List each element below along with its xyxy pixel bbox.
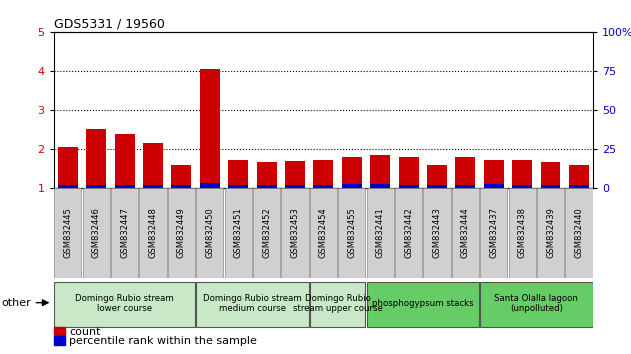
Bar: [58, 147, 78, 188]
Text: Domingo Rubio stream
medium course: Domingo Rubio stream medium course: [203, 294, 302, 313]
Text: GSM832452: GSM832452: [262, 207, 271, 258]
Text: GSM832455: GSM832455: [347, 207, 357, 258]
Bar: [168, 188, 195, 278]
Text: count: count: [69, 327, 101, 337]
Text: GSM832453: GSM832453: [290, 207, 300, 258]
Bar: [225, 188, 252, 278]
Bar: [310, 282, 365, 327]
Bar: [367, 282, 479, 327]
Bar: [509, 188, 536, 278]
Bar: [83, 188, 110, 278]
Bar: [111, 188, 138, 278]
Text: GSM832450: GSM832450: [205, 207, 215, 258]
Bar: [342, 184, 362, 188]
Text: Domingo Rubio stream
lower course: Domingo Rubio stream lower course: [75, 294, 174, 313]
Bar: [257, 185, 276, 188]
Bar: [314, 160, 333, 188]
Text: Domingo Rubio
stream upper course: Domingo Rubio stream upper course: [293, 294, 382, 313]
Bar: [480, 188, 507, 278]
Bar: [172, 165, 191, 188]
Text: GSM832440: GSM832440: [574, 207, 584, 258]
Bar: [399, 185, 418, 188]
Bar: [285, 161, 305, 188]
Bar: [427, 165, 447, 188]
Text: GSM832439: GSM832439: [546, 207, 555, 258]
Text: GSM832445: GSM832445: [63, 207, 73, 258]
Text: GSM832443: GSM832443: [432, 207, 442, 258]
Text: GSM832446: GSM832446: [91, 207, 101, 258]
Bar: [537, 188, 564, 278]
Bar: [452, 188, 479, 278]
Bar: [86, 129, 106, 188]
Bar: [565, 188, 593, 278]
Bar: [143, 184, 163, 188]
Bar: [484, 184, 504, 188]
Bar: [58, 184, 78, 188]
Text: phosphogypsum stacks: phosphogypsum stacks: [372, 299, 474, 308]
Bar: [257, 162, 276, 188]
Bar: [370, 154, 390, 188]
Bar: [342, 157, 362, 188]
Bar: [200, 69, 220, 188]
Bar: [139, 188, 167, 278]
Text: GSM832451: GSM832451: [233, 207, 243, 258]
Bar: [200, 183, 220, 188]
Bar: [285, 185, 305, 188]
Bar: [253, 188, 280, 278]
Bar: [172, 185, 191, 188]
Bar: [86, 184, 106, 188]
Bar: [310, 188, 337, 278]
Text: percentile rank within the sample: percentile rank within the sample: [69, 336, 257, 346]
Bar: [54, 188, 81, 278]
Text: GSM832438: GSM832438: [517, 207, 527, 258]
Bar: [395, 188, 422, 278]
Text: GDS5331 / 19560: GDS5331 / 19560: [54, 18, 165, 31]
Bar: [484, 160, 504, 188]
Bar: [196, 282, 309, 327]
Bar: [196, 188, 223, 278]
Text: GSM832448: GSM832448: [148, 207, 158, 258]
Bar: [338, 188, 365, 278]
Text: GSM832437: GSM832437: [489, 207, 498, 258]
Bar: [228, 185, 248, 188]
Bar: [512, 160, 532, 188]
Bar: [143, 143, 163, 188]
Bar: [569, 185, 589, 188]
Text: GSM832447: GSM832447: [120, 207, 129, 258]
Text: GSM832454: GSM832454: [319, 207, 328, 258]
Bar: [399, 157, 418, 188]
Bar: [370, 184, 390, 188]
Bar: [115, 134, 134, 188]
Bar: [54, 282, 195, 327]
Bar: [427, 185, 447, 188]
Text: GSM832444: GSM832444: [461, 207, 470, 258]
Bar: [367, 188, 394, 278]
Bar: [541, 162, 560, 188]
Bar: [456, 157, 475, 188]
Bar: [228, 160, 248, 188]
Bar: [281, 188, 309, 278]
Text: Santa Olalla lagoon
(unpolluted): Santa Olalla lagoon (unpolluted): [495, 294, 578, 313]
Bar: [569, 165, 589, 188]
Bar: [423, 188, 451, 278]
Text: GSM832441: GSM832441: [375, 207, 385, 258]
Text: GSM832449: GSM832449: [177, 207, 186, 258]
Bar: [456, 185, 475, 188]
Bar: [480, 282, 593, 327]
Bar: [541, 185, 560, 188]
Text: GSM832442: GSM832442: [404, 207, 413, 258]
Bar: [314, 185, 333, 188]
Text: other: other: [1, 298, 31, 308]
Bar: [115, 184, 134, 188]
Bar: [512, 185, 532, 188]
